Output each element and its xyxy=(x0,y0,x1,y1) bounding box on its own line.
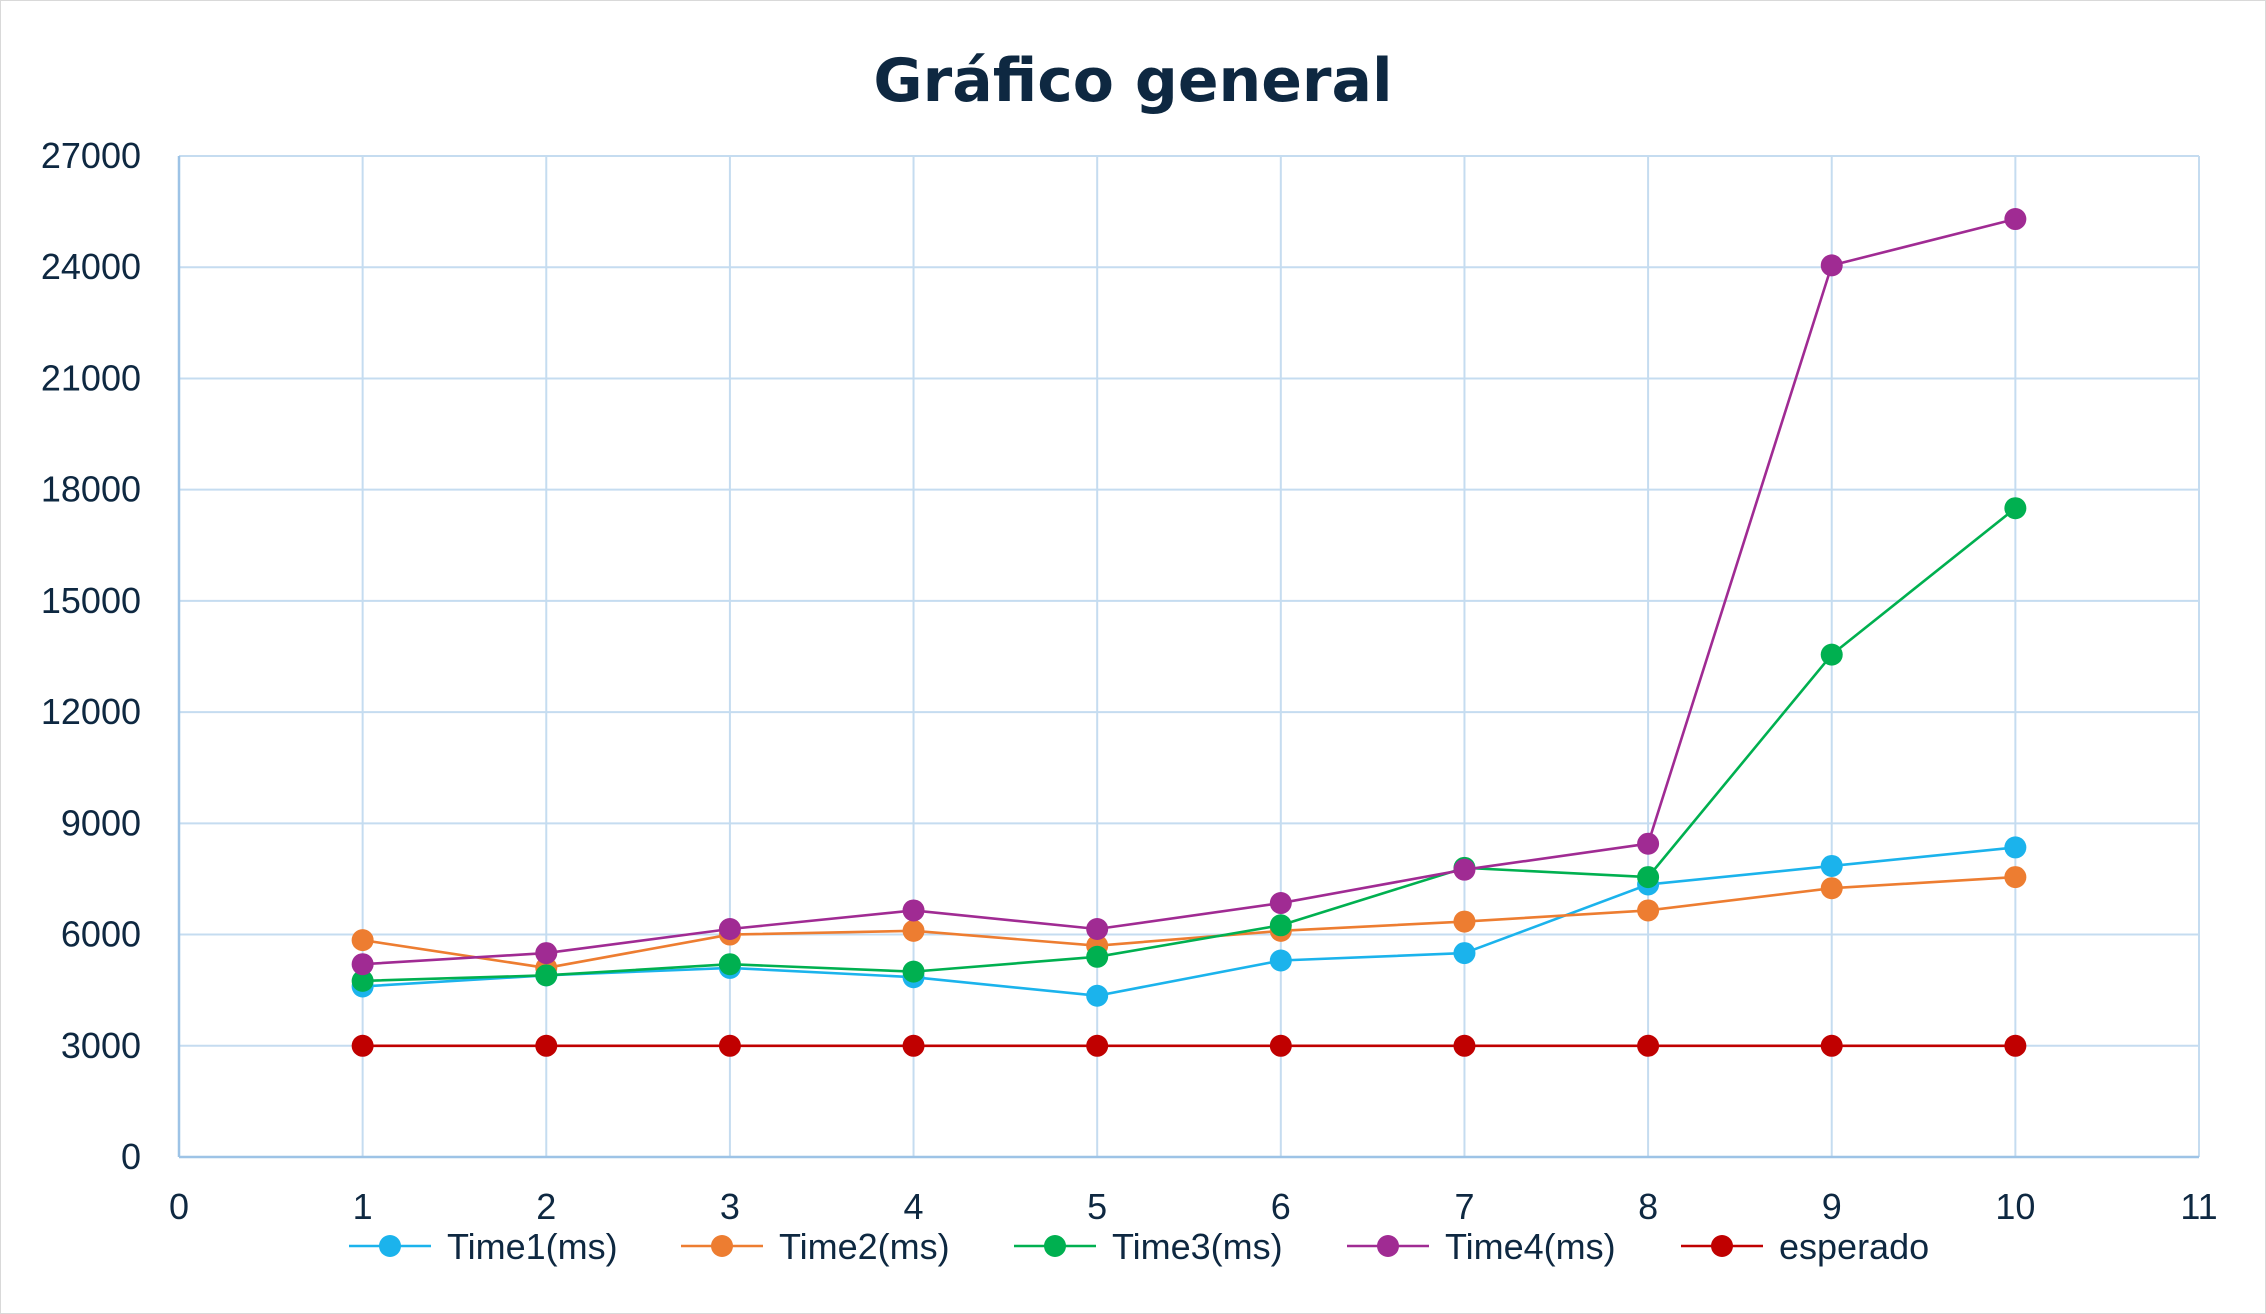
data-point xyxy=(2004,1034,2027,1057)
data-point xyxy=(1269,892,1292,915)
series-line xyxy=(362,507,2017,983)
x-tick-label: 10 xyxy=(1995,1186,2035,1227)
data-point xyxy=(2004,866,2027,889)
series-line xyxy=(362,875,2016,970)
legend-item[interactable]: Time4(ms) xyxy=(1347,1226,1616,1267)
legend-label: Time2(ms) xyxy=(779,1226,950,1267)
grid-lines xyxy=(179,155,2200,1157)
data-point xyxy=(535,942,558,965)
legend-marker xyxy=(379,1235,401,1257)
y-tick-label: 27000 xyxy=(41,135,141,176)
x-tick-label: 11 xyxy=(2180,1186,2217,1227)
data-point xyxy=(351,969,374,992)
data-point xyxy=(535,964,558,987)
y-tick-label: 12000 xyxy=(41,691,141,732)
x-tick-label: 4 xyxy=(904,1186,924,1227)
data-point xyxy=(1820,254,1843,277)
x-tick-label: 2 xyxy=(536,1186,556,1227)
legend-item[interactable]: Time3(ms) xyxy=(1014,1226,1283,1267)
data-point xyxy=(1637,899,1660,922)
data-point xyxy=(535,1034,558,1057)
y-tick-label: 9000 xyxy=(61,802,141,843)
y-tick-label: 15000 xyxy=(41,580,141,621)
legend-marker xyxy=(711,1235,733,1257)
data-point xyxy=(718,953,741,976)
data-point xyxy=(902,1034,925,1057)
legend-item[interactable]: esperado xyxy=(1681,1226,1929,1267)
legend-marker xyxy=(1044,1235,1066,1257)
data-point xyxy=(1453,910,1476,933)
x-tick-label: 6 xyxy=(1271,1186,1291,1227)
chart-title: Gráfico general xyxy=(873,46,1392,116)
x-tick-label: 7 xyxy=(1454,1186,1474,1227)
tick-labels: 0300060009000120001500018000210002400027… xyxy=(41,135,2218,1227)
x-tick-label: 3 xyxy=(720,1186,740,1227)
legend[interactable]: Time1(ms) Time2(ms) Time3(ms) Time4(ms) espe… xyxy=(349,1226,1929,1267)
series-line xyxy=(362,846,2016,998)
legend-label: Time1(ms) xyxy=(447,1226,618,1267)
data-point xyxy=(1820,643,1843,666)
data-point xyxy=(1269,1034,1292,1057)
y-tick-label: 3000 xyxy=(61,1025,141,1066)
data-point xyxy=(1820,877,1843,900)
y-tick-label: 6000 xyxy=(61,914,141,955)
data-point xyxy=(1086,984,1109,1007)
y-tick-label: 24000 xyxy=(41,246,141,287)
data-point xyxy=(1086,917,1109,940)
legend-marker xyxy=(1711,1235,1733,1257)
data-point xyxy=(1086,1034,1109,1057)
data-point xyxy=(718,917,741,940)
legend-label: Time4(ms) xyxy=(1445,1226,1616,1267)
series-line xyxy=(362,217,2016,966)
legend-marker xyxy=(1377,1235,1399,1257)
data-point xyxy=(351,953,374,976)
legend-item[interactable]: Time2(ms) xyxy=(681,1226,950,1267)
data-point xyxy=(1637,866,1660,889)
data-point xyxy=(2004,208,2027,231)
legend-label: Time3(ms) xyxy=(1112,1226,1283,1267)
y-tick-label: 18000 xyxy=(41,469,141,510)
data-point xyxy=(1820,854,1843,877)
data-point xyxy=(1453,858,1476,881)
data-point xyxy=(1820,1034,1843,1057)
data-point xyxy=(1637,832,1660,855)
x-tick-label: 1 xyxy=(353,1186,373,1227)
y-tick-label: 0 xyxy=(121,1136,141,1177)
data-point xyxy=(1453,942,1476,965)
data-point xyxy=(1269,949,1292,972)
series-lines xyxy=(351,208,2027,1057)
x-tick-label: 8 xyxy=(1638,1186,1658,1227)
data-point xyxy=(1453,1034,1476,1057)
data-point xyxy=(351,1034,374,1057)
data-point xyxy=(2004,497,2027,520)
data-point xyxy=(1086,945,1109,968)
data-point xyxy=(2004,836,2027,859)
data-point xyxy=(1637,1034,1660,1057)
x-tick-label: 5 xyxy=(1087,1186,1107,1227)
y-tick-label: 21000 xyxy=(41,357,141,398)
legend-label: esperado xyxy=(1779,1226,1929,1267)
legend-item[interactable]: Time1(ms) xyxy=(349,1226,618,1267)
data-point xyxy=(902,960,925,983)
data-point xyxy=(902,899,925,922)
x-tick-label: 0 xyxy=(169,1186,189,1227)
data-point xyxy=(902,919,925,942)
axes xyxy=(177,156,2199,1159)
series-esperado xyxy=(351,1034,2027,1057)
series-time2-ms xyxy=(351,866,2027,979)
data-point xyxy=(1269,914,1292,937)
data-point xyxy=(351,929,374,952)
series-time4-ms xyxy=(351,208,2027,976)
x-tick-label: 9 xyxy=(1822,1186,1842,1227)
series-time1-ms xyxy=(351,836,2027,1007)
data-point xyxy=(718,1034,741,1057)
series-time3-ms xyxy=(351,497,2027,992)
